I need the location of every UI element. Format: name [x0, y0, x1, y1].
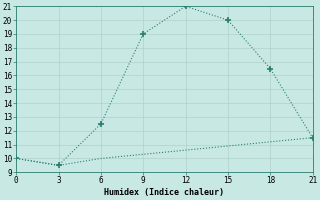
- X-axis label: Humidex (Indice chaleur): Humidex (Indice chaleur): [104, 188, 224, 197]
